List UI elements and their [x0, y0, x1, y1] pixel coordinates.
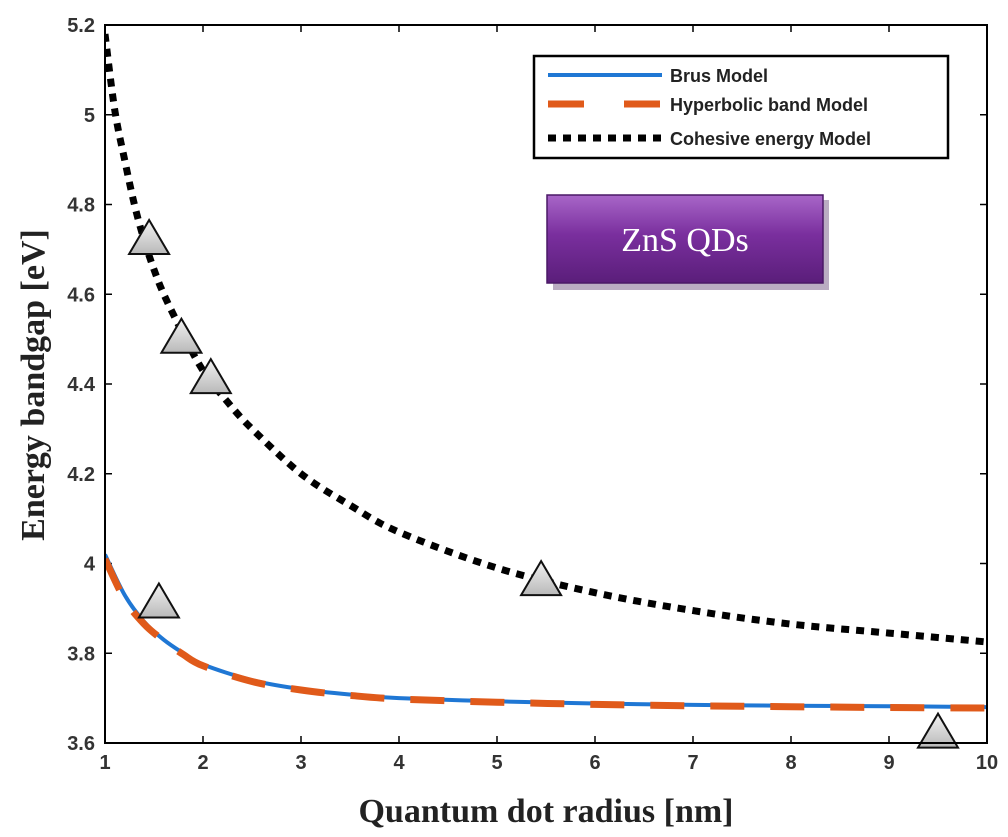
marker-layer: [127, 218, 960, 749]
x-axis-title: Quantum dot radius [nm]: [358, 793, 733, 830]
legend-label-brus: Brus Model: [670, 66, 768, 86]
x-tick-label: 7: [687, 752, 698, 774]
badge-label: ZnS QDs: [621, 222, 749, 259]
legend: Brus Model Hyperbolic band Model Cohesiv…: [532, 54, 950, 160]
y-tick-label: 3.6: [67, 733, 95, 755]
series-cohesive-energy-model: [105, 33, 987, 646]
x-tick-label: 3: [295, 752, 306, 774]
x-tick-label: 2: [197, 752, 208, 774]
x-tick-label: 5: [491, 752, 502, 774]
zns-qds-badge: ZnS QDs: [546, 194, 829, 290]
triangle-data-point: [519, 559, 563, 597]
x-tick-label: 4: [393, 752, 405, 774]
triangle-data-point: [137, 581, 181, 619]
y-tick-label: 4.2: [67, 464, 95, 486]
x-tick-label: 6: [589, 752, 600, 774]
y-axis-title: Energy bandgap [eV]: [15, 229, 52, 541]
y-tick-label: 4: [84, 554, 96, 576]
x-tick-label: 9: [883, 752, 894, 774]
x-tick-label: 1: [99, 752, 110, 774]
y-tick-label: 5: [84, 105, 95, 127]
series-hyperbolic-band-model: [105, 557, 987, 712]
triangle-data-point: [916, 711, 960, 749]
x-tick-label: 10: [976, 752, 998, 774]
series-layer: [105, 33, 987, 712]
y-tick-label: 3.8: [67, 643, 95, 665]
triangle-data-point: [189, 357, 233, 395]
x-axis-ticks: 1 2 3 4 5 6 7 8 9 10: [99, 25, 998, 774]
legend-label-hyperbolic: Hyperbolic band Model: [670, 95, 868, 115]
triangle-data-point: [159, 316, 204, 354]
x-tick-label: 8: [785, 752, 796, 774]
plot-frame: [104, 24, 988, 744]
y-tick-label: 4.4: [67, 374, 96, 396]
y-tick-label: 4.8: [67, 195, 95, 217]
y-tick-label: 4.6: [67, 284, 95, 306]
legend-label-cohesive: Cohesive energy Model: [670, 129, 871, 149]
triangle-data-point: [127, 218, 171, 255]
y-axis-ticks: 3.6 3.8 4 4.2 4.4 4.6 4.8 5 5.2: [67, 15, 987, 755]
y-tick-label: 5.2: [67, 15, 95, 37]
